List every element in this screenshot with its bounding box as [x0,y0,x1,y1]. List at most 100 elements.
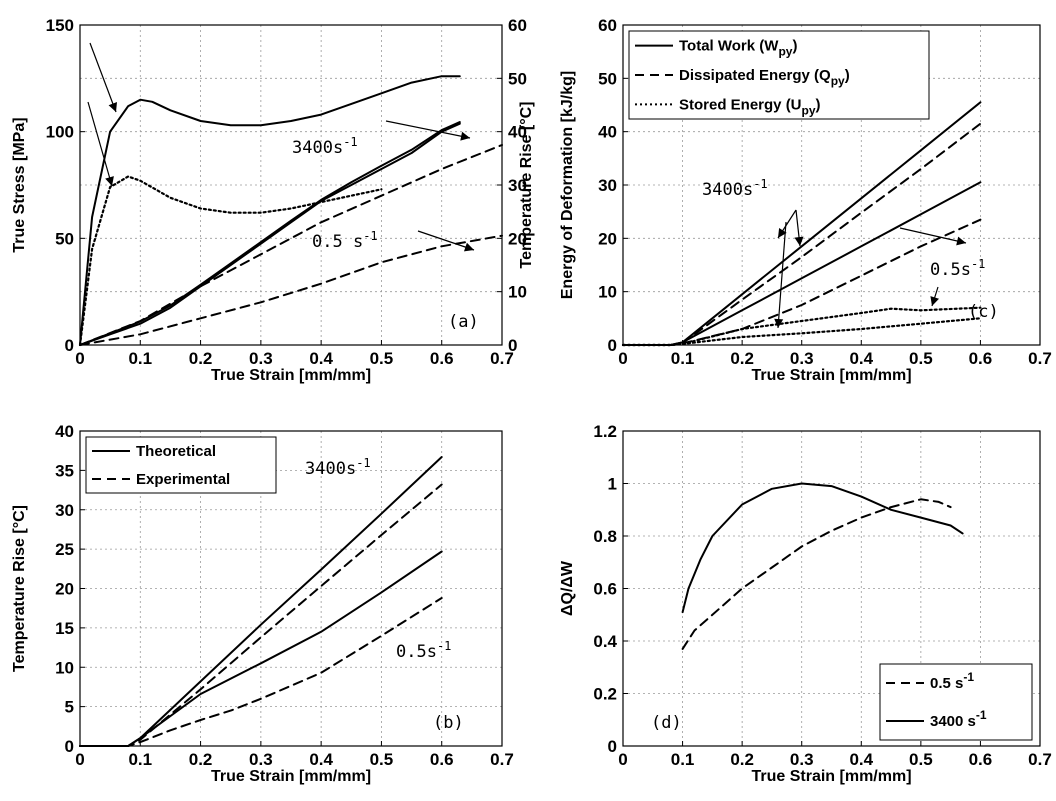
annotation-arrow-line [777,221,787,329]
annotation-arrow-line [385,120,471,139]
legend-entry: Stored Energy (Upy) [679,96,821,117]
y-tick-label: 40 [598,123,617,142]
y-tick-label: 50 [55,229,74,248]
legend-entry: Theoretical [136,443,216,460]
x-axis-label: True Strain [mm/mm] [751,768,911,785]
legend-box [628,30,930,120]
x-tick-label: 0.3 [249,750,273,769]
y-tick-label: 0.6 [593,580,617,599]
strain-rate-annotation: 3400s-1 [305,456,371,479]
y-tick-label: 0.4 [593,632,617,651]
x-tick-label: 0.6 [969,750,993,769]
annotation-arrow-head [774,318,784,328]
y-tick-label: 0.8 [593,527,617,546]
x-tick-label: 0.3 [249,349,273,368]
y2-tick-label: 10 [508,283,527,302]
y-tick-label: 50 [598,69,617,88]
x-tick-label: 0.2 [730,750,754,769]
panel-label: (d) [651,713,682,733]
x-axis-label: True Strain [mm/mm] [211,367,371,384]
y-tick-label: 60 [598,16,617,35]
y-tick-label: 0 [608,336,617,355]
y-tick-label: 0 [65,737,74,756]
y-tick-label: 15 [55,619,74,638]
annotation-arrow-head [930,296,939,306]
legend-entry: 0.5 s-1 [930,670,974,692]
y2-tick-label: 40 [508,123,527,142]
legend: 0.5 s-1 3400 s-1 [879,663,1033,741]
y-tick-label: 1 [608,475,617,494]
series-line-2 [681,482,964,614]
y-tick-label: 1.2 [593,422,617,441]
y-tick-label: 30 [55,501,74,520]
x-tick-label: 0.1 [128,750,152,769]
annotation-arrow-head [460,131,470,141]
x-tick-label: 0.4 [309,349,333,368]
x-tick-label: 0.5 [370,750,394,769]
chart-panel-c: 0 0.1 0.2 0.3 0.4 0.5 0.6 0.7 0 10 20 30 40 50 60 True … [559,16,1052,384]
annotation-arrow-head [794,236,804,246]
strain-rate-annotation: 3400s-1 [702,177,768,200]
y-axis-label: True Stress [MPa] [11,117,28,252]
legend: Total Work (Wpy) Dissipated Energy (Qpy) S… [628,30,930,120]
legend-box [85,436,277,494]
chart-panel-a: 0 0.1 0.2 0.3 0.4 0.5 0.6 0.7050100150010203040… [11,16,535,384]
chart-panel-b: 0 0.1 0.2 0.3 0.4 0.5 0.6 0.7 0 5 10 15 20 25 30 35 40 Tr… [11,422,514,785]
panel-label: (c) [968,302,999,322]
y2-tick-label: 0 [508,336,517,355]
strain-rate-annotation: 3400s-1 [292,135,358,158]
x-tick-label: 0.1 [671,349,695,368]
y-tick-label: 150 [46,16,74,35]
strain-rate-annotation: 0.5s-1 [930,257,985,280]
y-axis-label: Temperature Rise [°C] [11,505,28,672]
series-line-4 [79,597,443,747]
x-tick-label: 0.5 [370,349,394,368]
series-line-1 [681,498,952,650]
x-tick-label: 0.7 [1028,750,1052,769]
chart-panel-d: 0 0.1 0.2 0.3 0.4 0.5 0.6 0.7 0 0.2 0.4 0.6 0.8 1 1.2 T… [559,422,1052,785]
x-tick-label: 0.7 [490,750,514,769]
x-tick-label: 0 [618,349,627,368]
y-tick-label: 40 [55,422,74,441]
series-line-4 [79,121,461,346]
legend: Theoretical Experimental [85,436,277,494]
x-tick-label: 0.2 [189,750,213,769]
annotation-arrow-line [417,230,475,251]
annotation-arrow-head [464,242,474,252]
x-tick-label: 0 [75,750,84,769]
series-line-6 [79,234,503,346]
annotation-arrow-head [105,176,114,186]
x-tick-label: 0.7 [1028,349,1052,368]
y2-tick-label: 20 [508,229,527,248]
x-tick-label: 0.7 [490,349,514,368]
x-tick-label: 0.5 [909,349,933,368]
legend-entry: 3400 s-1 [930,708,987,730]
y2-tick-label: 30 [508,176,527,195]
series-line-3 [79,122,461,346]
y-tick-label: 10 [55,658,74,677]
legend-entry: Dissipated Energy (Qpy) [679,67,850,88]
x-tick-label: 0.1 [671,750,695,769]
y-axis-label: Energy of Deformation [kJ/kg] [559,71,576,299]
y-tick-label: 100 [46,123,74,142]
annotation-arrow-head [778,228,787,238]
series-line-2 [78,175,383,347]
x-tick-label: 0.4 [849,750,873,769]
x-tick-label: 0.4 [849,349,873,368]
y-tick-label: 0 [608,737,617,756]
x-tick-label: 0.2 [730,349,754,368]
x-tick-label: 0.6 [430,750,454,769]
legend-entry: Experimental [136,471,230,488]
x-tick-label: 0.6 [969,349,993,368]
x-tick-label: 0 [618,750,627,769]
x-tick-label: 0 [75,349,84,368]
legend-box [879,663,1033,741]
y-tick-label: 35 [55,461,74,480]
y2-tick-label: 60 [508,16,527,35]
y-tick-label: 25 [55,540,74,559]
y2-axis-label: Temperature Rise [°C] [518,101,535,268]
annotation-arrow-head [956,236,966,246]
strain-rate-annotation: 0.5 s-1 [312,229,378,252]
y-tick-label: 10 [598,283,617,302]
